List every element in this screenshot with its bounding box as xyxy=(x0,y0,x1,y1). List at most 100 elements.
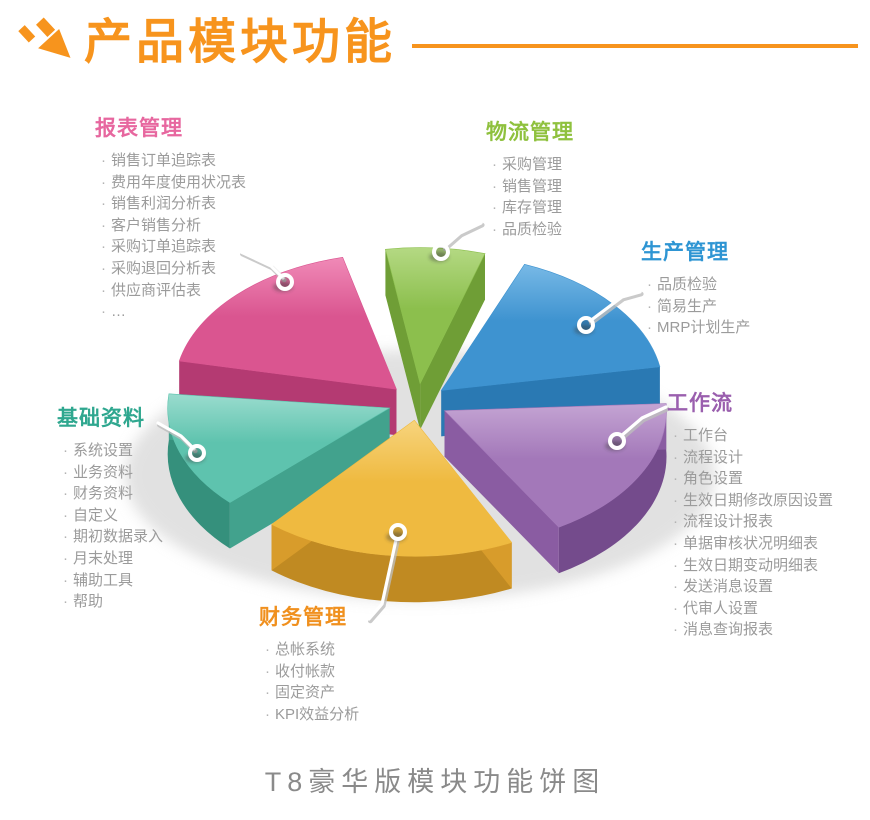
bullet-dot: · xyxy=(265,684,270,702)
bullet-dot: · xyxy=(101,238,106,256)
bullet-dot: · xyxy=(492,177,497,195)
bullet-dot: · xyxy=(673,621,678,639)
callout-line-shadow xyxy=(367,539,400,624)
module-title: 工作流 xyxy=(667,392,733,415)
module-group-basic: 基础资料 · 系统设置 · 业务资料 · 财务资料 · 自定义 · 期初数据录入 · 月末处理 · 辅助工… xyxy=(57,406,163,613)
callout-production xyxy=(574,290,644,335)
list-item: · 销售管理 xyxy=(492,176,574,198)
bullet-dot: · xyxy=(63,549,68,567)
bullet-dot: · xyxy=(265,641,270,658)
bullet-dot: · xyxy=(101,195,106,213)
list-item: · 角色设置 xyxy=(673,468,833,490)
module-title: 生产管理 xyxy=(641,241,729,264)
bullet-dot: · xyxy=(63,571,68,589)
callout-line xyxy=(156,421,196,451)
bullet-dot: · xyxy=(63,463,68,481)
pie-slice-basic xyxy=(167,393,391,549)
list-item: · 品质检验 xyxy=(647,274,750,296)
list-item: · 帮助 xyxy=(63,591,163,613)
bullet-dot: · xyxy=(673,491,678,509)
bullet-dot: · xyxy=(673,578,678,596)
page-title: 产品模块功能 xyxy=(84,16,397,69)
bullet-dot: · xyxy=(673,448,678,466)
bullet-dot: · xyxy=(492,220,497,238)
callout-ring xyxy=(432,243,450,261)
bullet-dot: · xyxy=(63,485,68,503)
list-item: · 销售订单追踪表 xyxy=(101,150,246,172)
list-item: · 销售利润分析表 xyxy=(101,193,246,215)
callout-line xyxy=(442,221,483,249)
page-header: 产品模块功能 xyxy=(18,10,858,76)
bullet-dot: · xyxy=(63,593,68,611)
bullet-dot: · xyxy=(63,528,68,546)
callout-finance xyxy=(367,523,407,624)
bullet-dot: · xyxy=(647,297,652,315)
list-item: ·… xyxy=(101,301,246,323)
callout-ring xyxy=(389,523,407,541)
module-item-list: · 工作台 · 流程设计 · 角色设置 · 生效日期修改原因设置 · 流程设计报表 · 单据审核状况明… xyxy=(667,425,833,641)
title-underline xyxy=(412,44,858,48)
bullet-dot: · xyxy=(647,276,652,293)
list-item: · 业务资料 xyxy=(63,462,163,484)
bullet-dot: · xyxy=(673,556,678,574)
slice-cut-face xyxy=(420,253,485,430)
list-item: · 简易生产 xyxy=(647,296,750,318)
list-item: · 辅助工具 xyxy=(63,570,163,592)
module-group-logistics: 物流管理 · 采购管理 · 销售管理 · 库存管理 · 品质检验 xyxy=(486,120,574,240)
list-item: · 单据审核状况明细表 xyxy=(673,533,833,555)
list-item: · 期初数据录入 xyxy=(63,526,163,548)
callout-line-shadow xyxy=(442,222,485,252)
bullet-dot: · xyxy=(101,303,106,321)
module-item-list: · 系统设置 · 业务资料 · 财务资料 · 自定义 · 期初数据录入 · 月末处理 · 辅助工具 · 帮助 xyxy=(57,440,163,613)
bullet-dot: · xyxy=(673,470,678,488)
callout-basic xyxy=(156,421,206,463)
slice-rim xyxy=(558,403,667,574)
bullet-dot: · xyxy=(673,534,678,552)
module-item-list: · 采购管理 · 销售管理 · 库存管理 · 品质检验 xyxy=(486,154,574,240)
bullet-dot: · xyxy=(101,259,106,277)
pie-slice-finance xyxy=(271,419,513,603)
list-item: · MRP计划生产 xyxy=(647,317,750,339)
chart-caption: T8豪华版模块功能饼图 xyxy=(264,767,606,797)
module-group-report: 报表管理 · 销售订单追踪表 · 费用年度使用状况表 · 销售利润分析表 · 客户销售分析 · 采… xyxy=(95,116,246,323)
callout-line xyxy=(367,538,398,621)
list-item: · 流程设计 xyxy=(673,447,833,469)
bullet-dot: · xyxy=(63,506,68,524)
callout-line xyxy=(239,250,285,280)
callout-ring xyxy=(608,432,626,450)
bullet-dot: · xyxy=(492,156,497,173)
callout-line-shadow xyxy=(239,251,287,283)
module-item-list: · 品质检验 · 简易生产 · MRP计划生产 xyxy=(641,274,750,339)
list-item: · 采购退回分析表 xyxy=(101,258,246,280)
module-group-production: 生产管理 · 品质检验 · 简易生产 · MRP计划生产 xyxy=(641,240,750,339)
bullet-dot: · xyxy=(673,513,678,531)
bullet-dot: · xyxy=(101,281,106,299)
callout-report xyxy=(239,250,294,292)
slice-top xyxy=(167,393,391,503)
module-title: 报表管理 xyxy=(95,117,183,140)
list-item: · 采购管理 xyxy=(492,154,574,176)
bullet-dot: · xyxy=(647,319,652,337)
slice-top xyxy=(178,256,397,390)
module-item-list: · 总帐系统 · 收付帐款 · 固定资产 · KPI效益分析 xyxy=(259,639,359,725)
callout-line xyxy=(619,405,668,438)
arrow-icon xyxy=(18,17,71,58)
list-item: · 采购订单追踪表 xyxy=(101,236,246,258)
list-item: · 生效日期变动明细表 xyxy=(673,555,833,577)
bullet-dot: · xyxy=(673,599,678,617)
list-item: · 库存管理 xyxy=(492,197,574,219)
list-item: · 流程设计报表 xyxy=(673,511,833,533)
list-item: · 总帐系统 xyxy=(265,639,359,661)
list-item: · 工作台 xyxy=(673,425,833,447)
module-item-list: · 销售订单追踪表 · 费用年度使用状况表 · 销售利润分析表 · 客户销售分析 · 采购订单追踪… xyxy=(95,150,246,323)
list-item: · 自定义 xyxy=(63,505,163,527)
slice-cut-face xyxy=(385,249,421,430)
callout-ring xyxy=(188,444,206,462)
callout-line-shadow xyxy=(588,291,644,326)
list-item: · 消息查询报表 xyxy=(673,619,833,641)
pie-slice-logistics xyxy=(385,247,486,430)
bullet-dot: · xyxy=(265,705,270,723)
list-item: · 月末处理 xyxy=(63,548,163,570)
list-item: · 固定资产 xyxy=(265,682,359,704)
